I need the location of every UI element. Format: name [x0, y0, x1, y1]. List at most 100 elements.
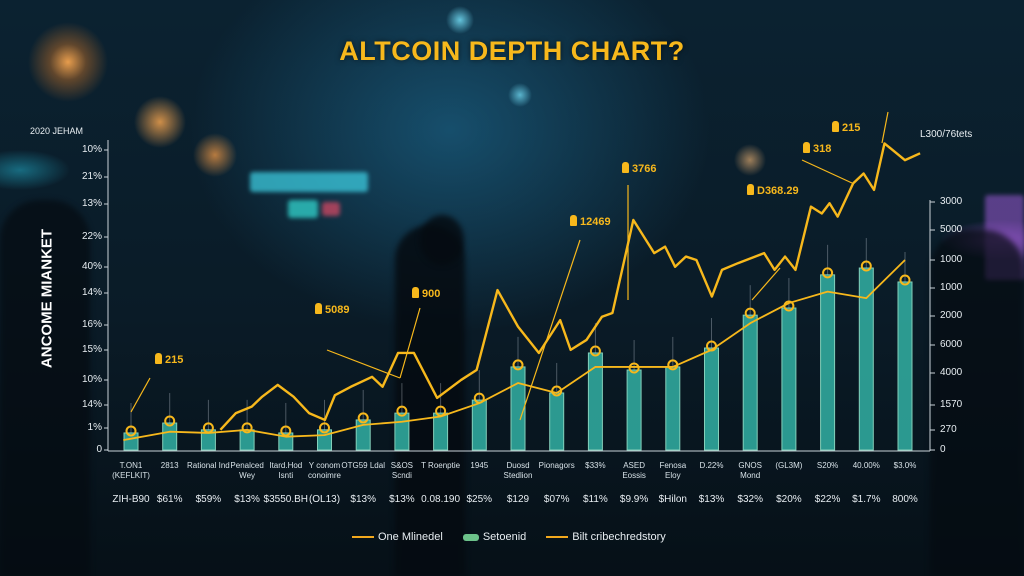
coin-marker-icon — [357, 412, 369, 424]
x-value-label: 800% — [892, 494, 918, 505]
bar — [742, 314, 758, 451]
left-axis-label: 2020 JEHAM — [30, 126, 84, 136]
coin-marker-icon — [744, 307, 756, 319]
series-line-main — [219, 142, 921, 431]
neon-sign — [322, 202, 340, 216]
legend-item: One Mlinedel — [352, 531, 443, 543]
silhouette — [395, 225, 465, 576]
bar-swatch-icon — [462, 533, 479, 541]
bar — [704, 347, 719, 451]
annotation-label: 215 — [155, 353, 183, 366]
x-tick-label: 2813 — [160, 461, 179, 470]
coin-marker-icon — [822, 267, 834, 279]
right-axis-label: L300/76tets — [920, 129, 973, 140]
annotation-value: 215 — [165, 354, 184, 366]
annotation-connector — [519, 239, 581, 421]
right-tick-label: 0 — [940, 444, 946, 455]
price-tag-icon — [412, 287, 419, 298]
right-tick-label: 1000 — [940, 254, 963, 265]
neon-sign — [250, 172, 368, 192]
left-tick-label: 13% — [81, 198, 102, 209]
x-tick-label: T Roenptie — [421, 461, 461, 470]
annotation-label: 215 — [832, 121, 860, 134]
line-swatch-icon — [352, 536, 374, 539]
bar — [355, 419, 371, 451]
x-tick-label: ASED Eossis — [622, 461, 646, 480]
x-value-label: $9.9% — [619, 494, 649, 505]
x-value-label: $20% — [776, 494, 802, 505]
legend-item: Setoenid — [462, 531, 526, 543]
coin-marker-icon — [241, 422, 253, 434]
bar — [665, 366, 681, 451]
annotation-value: 215 — [842, 122, 861, 134]
price-tag-icon — [803, 142, 810, 153]
x-tick-label: Rational Ind — [187, 461, 230, 470]
x-tick-label: (GL3M) — [775, 461, 803, 470]
x-value-label: $25% — [466, 494, 493, 505]
x-tick-label: Itard.Hod Isnti — [269, 461, 303, 480]
x-value-label: $11% — [582, 494, 608, 505]
price-tag-icon — [155, 353, 162, 364]
y-axis-title: ANCOME MIANKET — [38, 228, 56, 369]
x-tick-label: Duosd Stedlion — [503, 461, 533, 480]
left-tick-label: 0 — [96, 444, 102, 455]
annotation-label: D368.29 — [747, 184, 799, 197]
coin-marker-icon — [396, 405, 408, 417]
bar — [394, 412, 410, 451]
x-tick-label: $3.0% — [893, 461, 917, 470]
left-tick-label: 40% — [81, 261, 102, 272]
annotation-value: 12469 — [580, 216, 611, 228]
annotation-value: 318 — [813, 143, 832, 155]
bar — [587, 352, 603, 451]
chart-title: ALTCOIN DEPTH CHART? — [339, 36, 685, 66]
x-value-label: $32% — [737, 494, 763, 505]
bar — [433, 412, 449, 451]
x-value-label: $13% — [698, 494, 725, 505]
x-tick-label: S20% — [816, 461, 839, 470]
coin-marker-icon — [899, 274, 911, 286]
right-tick-label: 1570 — [940, 399, 963, 410]
annotation-label: 5089 — [315, 303, 349, 316]
annotation-value: 3766 — [632, 163, 657, 175]
x-tick-label: $33% — [585, 461, 606, 470]
x-tick-label: D.22% — [699, 461, 724, 470]
left-tick-label: 10% — [81, 144, 102, 155]
right-tick-label: 6000 — [940, 339, 963, 350]
bar — [626, 369, 642, 451]
x-value-label: $59% — [195, 494, 222, 505]
x-value-label: $07% — [543, 494, 570, 505]
annotation-value: 900 — [422, 288, 441, 300]
x-tick-label: S&OS Scndi — [390, 461, 413, 480]
bar — [897, 281, 913, 451]
left-tick-label: 21% — [81, 171, 102, 182]
left-tick-label: 10% — [81, 374, 102, 385]
x-tick-label: Fenosa Eloy — [659, 461, 687, 480]
right-tick-label: 5000 — [940, 224, 963, 235]
x-value-label: $13% — [350, 494, 376, 505]
coin-marker-icon — [319, 422, 330, 434]
neon-sign — [288, 200, 318, 218]
coin-marker-icon — [628, 362, 640, 374]
silhouette — [420, 215, 464, 265]
left-tick-label: 14% — [81, 399, 102, 410]
line-swatch-icon — [546, 536, 569, 539]
bar — [200, 429, 216, 451]
right-tick-label: 3000 — [940, 196, 963, 207]
x-value-label: $3550.BH — [263, 494, 309, 505]
left-tick-label: 1% — [87, 422, 102, 433]
silhouette — [0, 200, 90, 576]
bar — [781, 307, 797, 451]
left-tick-label: 15% — [81, 344, 102, 355]
annotation-label: 3766 — [622, 162, 656, 175]
x-value-label: $Hilon — [658, 494, 687, 505]
annotation-connector — [881, 111, 889, 144]
left-tick-label: 16% — [81, 319, 102, 330]
annotation-value: 5089 — [325, 304, 350, 316]
x-value-label: $13% — [234, 494, 260, 505]
annotation-connector — [801, 159, 853, 184]
price-tag-icon — [570, 215, 577, 226]
right-tick-label: 1000 — [940, 282, 963, 293]
x-tick-label: Pionagors — [538, 461, 575, 470]
